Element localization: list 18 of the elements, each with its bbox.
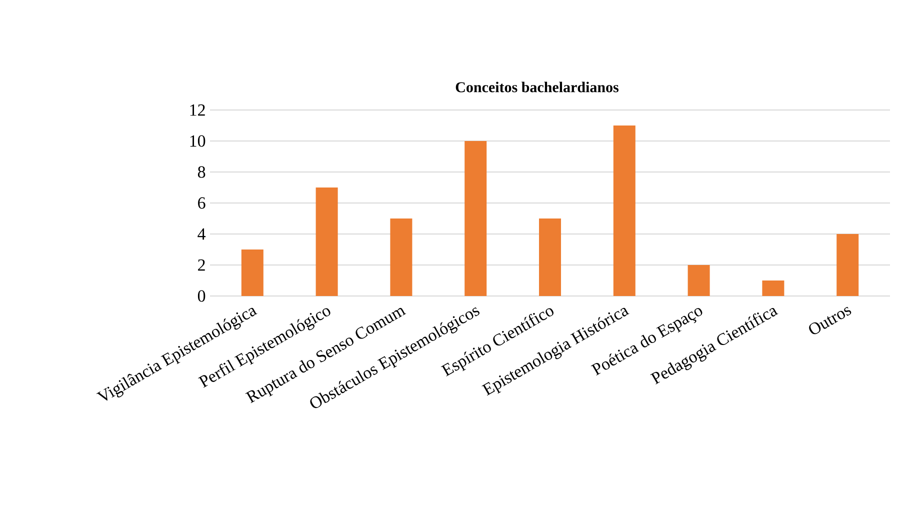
y-tick-label: 4 [198, 228, 206, 240]
y-tick-label: 0 [198, 290, 206, 302]
x-tick-label: Outros [809, 306, 852, 334]
bar [688, 264, 710, 296]
y-tick-label: 8 [198, 166, 206, 178]
bar [241, 249, 264, 296]
y-tick-label: 2 [198, 259, 205, 271]
chart-title: Conceitos bachelardianos [456, 82, 619, 92]
y-tick-label: 10 [190, 135, 206, 147]
bar [539, 218, 562, 296]
bar [762, 280, 784, 296]
bar [613, 125, 636, 296]
bar [464, 140, 487, 296]
bar [390, 218, 412, 296]
y-tick-label: 6 [198, 197, 206, 209]
bar [836, 234, 859, 296]
y-tick-label: 12 [190, 104, 205, 116]
bar [316, 187, 338, 296]
